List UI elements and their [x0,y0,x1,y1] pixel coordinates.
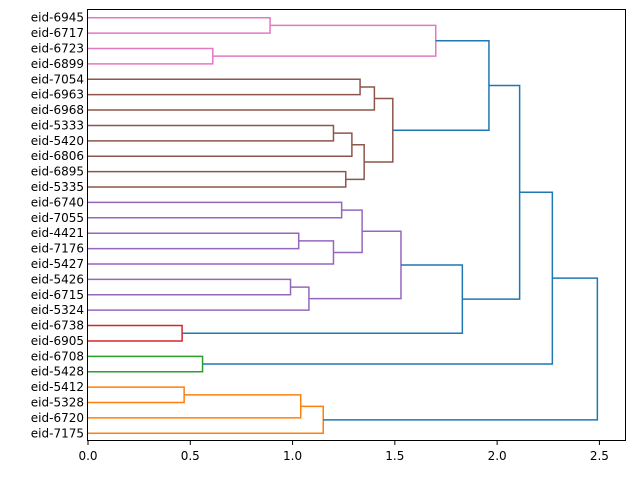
leaf-label: eid-6720 [31,411,84,425]
leaf-label: eid-6899 [31,57,84,71]
x-tick-label: 2.0 [488,449,507,463]
link-m8 [88,170,347,188]
leaf-label: eid-5324 [31,303,84,317]
link-m10 [364,97,394,163]
leaf-label: eid-5428 [31,365,84,379]
leaf-label: eid-5427 [31,257,84,271]
link-m6 [88,124,335,142]
link-m14 [88,240,335,265]
leaf-label: eid-5328 [31,396,84,410]
link-m21 [462,84,521,300]
x-tick-label: 2.5 [590,449,609,463]
leaf-label: eid-6806 [31,149,84,163]
link-m9 [345,143,365,181]
leaf-label: eid-6968 [31,103,84,117]
leaf-label: eid-5335 [31,180,84,194]
leaf-label: eid-6708 [31,349,84,363]
leaf-label: eid-5412 [31,380,84,394]
link-m24 [88,386,185,404]
leaf-label: eid-7054 [31,72,84,86]
plot-frame [87,9,626,441]
leaf-label: eid-7175 [31,426,84,440]
link-m3 [212,24,437,57]
leaf-label: eid-6895 [31,165,84,179]
dendrogram-links [88,16,599,435]
x-tick-label: 0.0 [78,449,97,463]
link-m25 [88,394,302,419]
leaf-label: eid-5333 [31,118,84,132]
link-m26 [88,405,324,435]
leaf-label: eid-5420 [31,134,84,148]
leaf-label: eid-6717 [31,26,84,40]
link-m4 [88,78,361,96]
link-m22 [88,355,204,373]
leaf-label: eid-6740 [31,195,84,209]
leaf-label: eid-6723 [31,41,84,55]
x-axis-ticks: 0.0 0.5 1.0 1.5 2.0 2.5 [78,441,609,463]
leaf-label: eid-7055 [31,211,84,225]
link-m23 [202,191,554,365]
leaf-label: eid-6715 [31,288,84,302]
link-m13 [88,232,300,250]
leaf-label: eid-5426 [31,272,84,286]
link-m12 [88,201,343,219]
link-m27 [323,277,599,421]
link-m17 [88,286,310,311]
x-tick-label: 1.5 [385,449,404,463]
link-m11 [392,40,490,132]
link-m7 [88,132,353,157]
link-m2 [88,47,214,65]
leaf-label: eid-6963 [31,88,84,102]
link-m19 [88,324,183,342]
leaf-label: eid-6905 [31,334,84,348]
link-m16 [88,278,292,296]
leaf-label: eid-7176 [31,242,84,256]
link-m1 [88,16,271,34]
link-m15 [333,209,363,254]
x-tick-label: 1.0 [283,449,302,463]
leaf-label: eid-6738 [31,319,84,333]
link-m5 [88,86,376,111]
leaf-label: eid-4421 [31,226,84,240]
leaf-label: eid-6945 [31,11,84,25]
x-tick-label: 0.5 [181,449,200,463]
